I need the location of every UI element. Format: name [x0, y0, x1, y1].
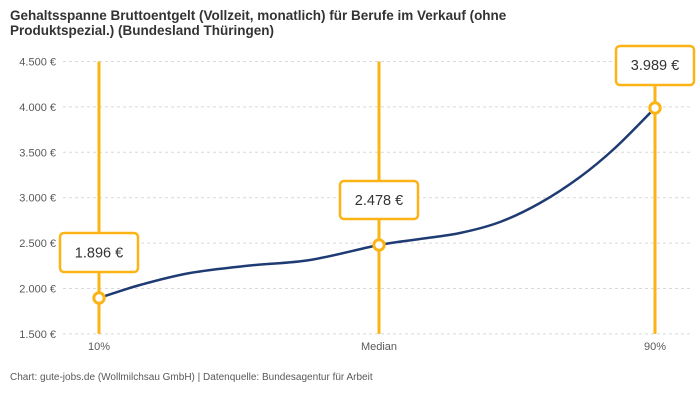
svg-text:2.000 €: 2.000 € — [19, 284, 56, 296]
svg-text:2.478 €: 2.478 € — [355, 193, 403, 209]
svg-text:3.500 €: 3.500 € — [19, 147, 56, 159]
svg-text:3.000 €: 3.000 € — [19, 193, 56, 205]
svg-text:4.500 €: 4.500 € — [19, 57, 56, 69]
svg-text:3.989 €: 3.989 € — [631, 58, 679, 74]
svg-text:1.500 €: 1.500 € — [19, 329, 56, 341]
svg-text:10%: 10% — [88, 341, 110, 353]
svg-text:4.000 €: 4.000 € — [19, 102, 56, 114]
svg-text:1.896 €: 1.896 € — [75, 246, 123, 262]
svg-text:2.500 €: 2.500 € — [19, 238, 56, 250]
svg-text:Median: Median — [361, 341, 397, 353]
svg-text:90%: 90% — [644, 341, 666, 353]
